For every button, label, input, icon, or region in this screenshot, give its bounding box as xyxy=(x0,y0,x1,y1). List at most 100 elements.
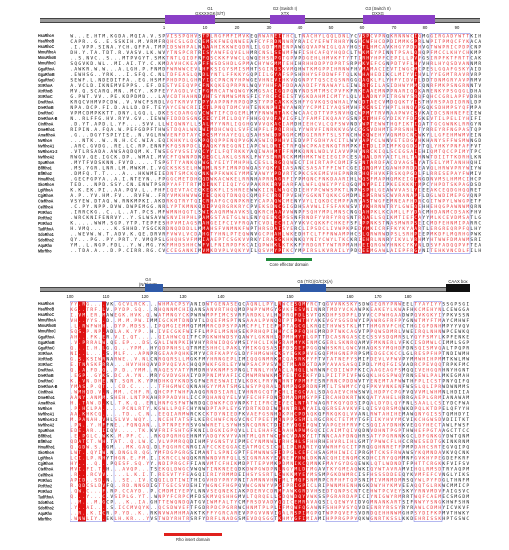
residue: C xyxy=(70,39,73,45)
residue: K xyxy=(186,313,189,319)
residue: S xyxy=(434,105,437,111)
residue: D xyxy=(194,232,197,238)
residue: D xyxy=(186,226,189,232)
residue: H xyxy=(310,329,313,335)
residue: T xyxy=(422,144,425,150)
residue: . xyxy=(146,161,149,166)
residue: S xyxy=(158,34,161,40)
residue: C xyxy=(178,335,181,341)
residue: A xyxy=(74,67,77,73)
residue: C xyxy=(282,199,285,205)
residue: D xyxy=(330,61,333,67)
residue: W xyxy=(202,127,205,133)
residue: T xyxy=(430,248,433,254)
residue: R xyxy=(470,78,473,84)
residue: C xyxy=(314,177,317,183)
residue: R xyxy=(78,210,81,216)
residue: E xyxy=(310,56,313,62)
residue: F xyxy=(82,171,85,177)
residue: Q xyxy=(198,149,201,155)
residue: P xyxy=(78,39,81,45)
residue: N xyxy=(322,83,325,89)
residue: E xyxy=(402,177,405,183)
residue: C xyxy=(278,215,281,221)
sequence-name: XtrRhoA xyxy=(38,351,68,357)
residue: I xyxy=(366,243,369,249)
sequence-name: SpuRhoA xyxy=(38,160,68,166)
residue: H xyxy=(362,72,365,78)
residue: . xyxy=(74,57,77,62)
residue: M xyxy=(170,210,173,216)
residue: E xyxy=(226,144,229,150)
residue: Y xyxy=(242,204,245,210)
sequence-name: DmeRho1 xyxy=(38,395,68,401)
residue: . xyxy=(70,211,73,216)
residue: G xyxy=(342,193,345,199)
residue: C xyxy=(266,193,269,199)
residue: D xyxy=(338,160,341,166)
residue: H xyxy=(82,72,85,78)
residue: F xyxy=(410,215,413,221)
residue: . xyxy=(90,303,93,308)
sequence-name: CelRhoA xyxy=(38,472,68,478)
sequence-name: BflRho1 xyxy=(38,433,68,439)
residue: T xyxy=(178,94,181,100)
residue: K xyxy=(190,160,193,166)
residue: G xyxy=(330,318,333,324)
residue: R xyxy=(442,166,445,172)
residue: C xyxy=(378,39,381,45)
residue: Q xyxy=(218,210,221,216)
residue: M xyxy=(358,182,361,188)
residue: V xyxy=(82,45,85,51)
residue: H xyxy=(238,78,241,84)
residue: E xyxy=(238,232,241,238)
residue: F xyxy=(274,83,277,89)
residue: S xyxy=(346,215,349,221)
residue: . xyxy=(78,238,81,243)
residue: N xyxy=(446,111,449,117)
residue: G xyxy=(442,34,445,40)
residue: Q xyxy=(262,329,265,335)
residue: F xyxy=(318,116,321,122)
residue: . xyxy=(134,145,137,150)
residue: L xyxy=(414,127,417,133)
residue: E xyxy=(82,232,85,238)
residue: A xyxy=(286,122,289,128)
residue: F xyxy=(166,67,169,73)
residue: D xyxy=(478,182,481,188)
residue: I xyxy=(438,116,441,122)
residue: P xyxy=(126,188,129,194)
residue: P xyxy=(210,329,213,335)
residue: G xyxy=(454,67,457,73)
residue: . xyxy=(150,200,153,205)
residue: D xyxy=(382,39,385,45)
residue: K xyxy=(318,318,321,324)
sequence-name: SpuRhoA xyxy=(38,428,68,434)
residue: C xyxy=(446,149,449,155)
residue: C xyxy=(178,307,181,313)
residue: I xyxy=(374,226,377,232)
residue: S xyxy=(206,50,209,56)
sequence-name: DreRhoA-B xyxy=(38,384,68,390)
residue: . xyxy=(150,303,153,308)
residue: H xyxy=(270,210,273,216)
residue: F xyxy=(274,94,277,100)
residue: Q xyxy=(142,111,145,117)
residue: W xyxy=(382,243,385,249)
residue: G xyxy=(194,138,197,144)
residue: G xyxy=(406,144,409,150)
residue: C xyxy=(210,193,213,199)
residue: N xyxy=(386,50,389,56)
residue: T xyxy=(382,221,385,227)
residue: F xyxy=(162,144,165,150)
residue: V xyxy=(334,226,337,232)
residue: D xyxy=(394,83,397,89)
residue: V xyxy=(418,248,421,254)
residue: E xyxy=(278,50,281,56)
residue: G xyxy=(74,133,77,139)
residue: L xyxy=(470,155,473,161)
residue: I xyxy=(362,144,365,150)
residue: D xyxy=(178,111,181,117)
residue: K xyxy=(110,34,113,40)
residue: Y xyxy=(142,56,145,62)
